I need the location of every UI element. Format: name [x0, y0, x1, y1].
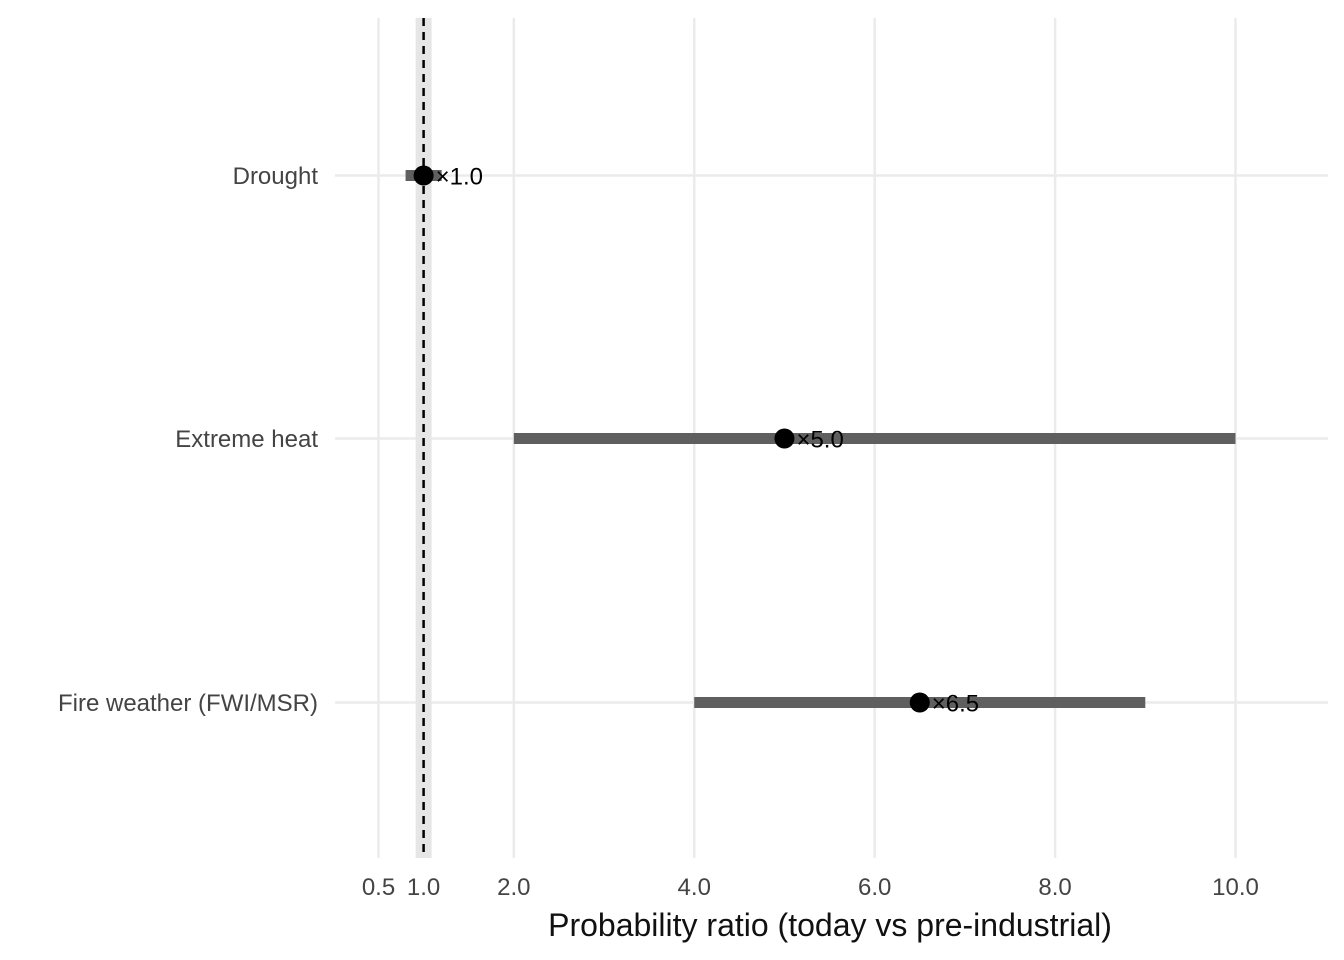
x-tick-layer: 0.5 1.0 2.0 4.0 6.0 8.0 10.0 [362, 874, 1259, 901]
x-tick-label: 1.0 [407, 874, 440, 901]
data-label: ×6.5 [932, 691, 979, 718]
y-tick-label: Drought [233, 163, 319, 190]
estimate-point [774, 428, 795, 449]
y-tick-layer: Drought Extreme heat Fire weather (FWI/MSR… [58, 163, 318, 717]
x-tick-label: 6.0 [858, 874, 891, 901]
x-tick-label: 0.5 [362, 874, 395, 901]
x-tick-label: 4.0 [678, 874, 711, 901]
x-tick-label: 8.0 [1038, 874, 1071, 901]
y-tick-label: Extreme heat [175, 426, 318, 453]
point-layer [413, 165, 930, 713]
x-axis-title: Probability ratio (today vs pre-industri… [548, 907, 1112, 943]
data-label-layer: ×1.0 ×5.0 ×6.5 [436, 164, 980, 718]
x-tick-label: 10.0 [1212, 874, 1259, 901]
estimate-point [413, 165, 434, 186]
y-tick-label: Fire weather (FWI/MSR) [58, 690, 318, 717]
data-label: ×5.0 [796, 427, 843, 454]
x-tick-label: 2.0 [497, 874, 530, 901]
estimate-point [909, 692, 930, 713]
data-label: ×1.0 [436, 164, 483, 191]
